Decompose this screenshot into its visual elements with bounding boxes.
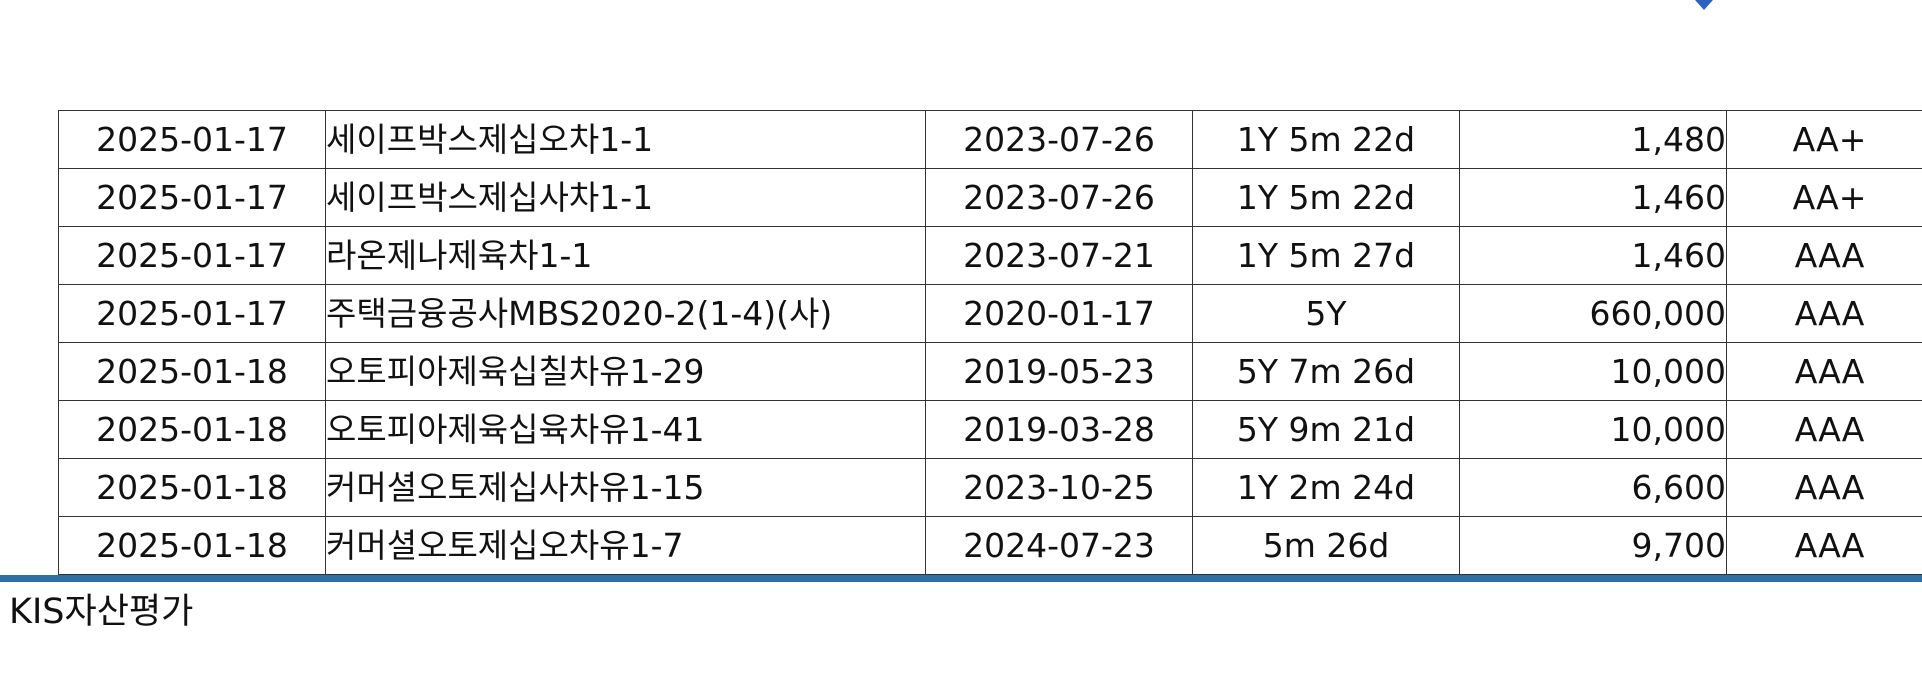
table-row: 2025-01-17 주택금융공사MBS2020-2(1-4)(사) 2020-01… (58, 284, 1922, 343)
cell-bond-name: 세이프박스제십사차1-1 (325, 168, 926, 227)
table-row: 2025-01-18 오토피아제육십육차유1-41 2019-03-28 5Y 9m … (58, 400, 1922, 459)
cell-credit-rating: AAA (1726, 226, 1922, 285)
cell-evaluation-date: 2025-01-17 (58, 110, 326, 169)
cell-evaluation-date: 2025-01-17 (58, 284, 326, 343)
cell-remaining-term: 5Y (1192, 284, 1460, 343)
cell-remaining-term: 5m 26d (1192, 516, 1460, 575)
cell-evaluation-date: 2025-01-18 (58, 458, 326, 517)
cell-bond-name: 주택금융공사MBS2020-2(1-4)(사) (325, 284, 926, 343)
cell-evaluation-date: 2025-01-18 (58, 342, 326, 401)
cell-issue-date: 2023-07-26 (925, 168, 1193, 227)
bond-table-container: 2025-01-17 세이프박스제십오차1-1 2023-07-26 1Y 5m 22… (58, 110, 1922, 575)
cell-amount: 660,000 (1459, 284, 1727, 343)
cell-evaluation-date: 2025-01-18 (58, 400, 326, 459)
cell-credit-rating: AAA (1726, 342, 1922, 401)
cell-remaining-term: 1Y 5m 22d (1192, 168, 1460, 227)
table-row: 2025-01-17 라온제나제육차1-1 2023-07-21 1Y 5m 27d 1… (58, 226, 1922, 285)
cell-issue-date: 2023-07-26 (925, 110, 1193, 169)
cell-amount: 1,460 (1459, 168, 1727, 227)
cell-issue-date: 2020-01-17 (925, 284, 1193, 343)
cell-issue-date: 2019-05-23 (925, 342, 1193, 401)
cell-credit-rating: AAA (1726, 516, 1922, 575)
cell-issue-date: 2024-07-23 (925, 516, 1193, 575)
cell-credit-rating: AA+ (1726, 168, 1922, 227)
cell-bond-name: 커머셜오토제십오차유1-7 (325, 516, 926, 575)
cell-bond-name: 세이프박스제십오차1-1 (325, 110, 926, 169)
cell-evaluation-date: 2025-01-17 (58, 168, 326, 227)
bond-table: 2025-01-17 세이프박스제십오차1-1 2023-07-26 1Y 5m 22… (58, 110, 1922, 575)
cell-remaining-term: 1Y 5m 27d (1192, 226, 1460, 285)
cell-remaining-term: 1Y 5m 22d (1192, 110, 1460, 169)
cell-amount: 1,460 (1459, 226, 1727, 285)
cell-credit-rating: AAA (1726, 400, 1922, 459)
table-row: 2025-01-17 세이프박스제십오차1-1 2023-07-26 1Y 5m 22… (58, 110, 1922, 169)
cell-evaluation-date: 2025-01-17 (58, 226, 326, 285)
cell-remaining-term: 5Y 9m 21d (1192, 400, 1460, 459)
cell-amount: 10,000 (1459, 400, 1727, 459)
diamond-logo-icon (1695, 0, 1713, 10)
cell-issue-date: 2023-10-25 (925, 458, 1193, 517)
cell-issue-date: 2019-03-28 (925, 400, 1193, 459)
table-row: 2025-01-18 커머셜오토제십오차유1-7 2024-07-23 5m 26d 9… (58, 516, 1922, 575)
cell-bond-name: 라온제나제육차1-1 (325, 226, 926, 285)
cell-bond-name: 오토피아제육십칠차유1-29 (325, 342, 926, 401)
cell-bond-name: 오토피아제육십육차유1-41 (325, 400, 926, 459)
cell-amount: 1,480 (1459, 110, 1727, 169)
cell-amount: 10,000 (1459, 342, 1727, 401)
table-row: 2025-01-18 커머셜오토제십사차유1-15 2023-10-25 1Y 2m … (58, 458, 1922, 517)
cell-evaluation-date: 2025-01-18 (58, 516, 326, 575)
table-row: 2025-01-18 오토피아제육십칠차유1-29 2019-05-23 5Y 7m … (58, 342, 1922, 401)
cell-remaining-term: 5Y 7m 26d (1192, 342, 1460, 401)
footer-brand-name: KIS자산평가 (9, 592, 194, 632)
cell-issue-date: 2023-07-21 (925, 226, 1193, 285)
cell-credit-rating: AA+ (1726, 110, 1922, 169)
cell-amount: 6,600 (1459, 458, 1727, 517)
cell-credit-rating: AAA (1726, 284, 1922, 343)
cell-credit-rating: AAA (1726, 458, 1922, 517)
cell-amount: 9,700 (1459, 516, 1727, 575)
cell-remaining-term: 1Y 2m 24d (1192, 458, 1460, 517)
footer-divider (0, 575, 1922, 582)
table-row: 2025-01-17 세이프박스제십사차1-1 2023-07-26 1Y 5m 22… (58, 168, 1922, 227)
cell-bond-name: 커머셜오토제십사차유1-15 (325, 458, 926, 517)
